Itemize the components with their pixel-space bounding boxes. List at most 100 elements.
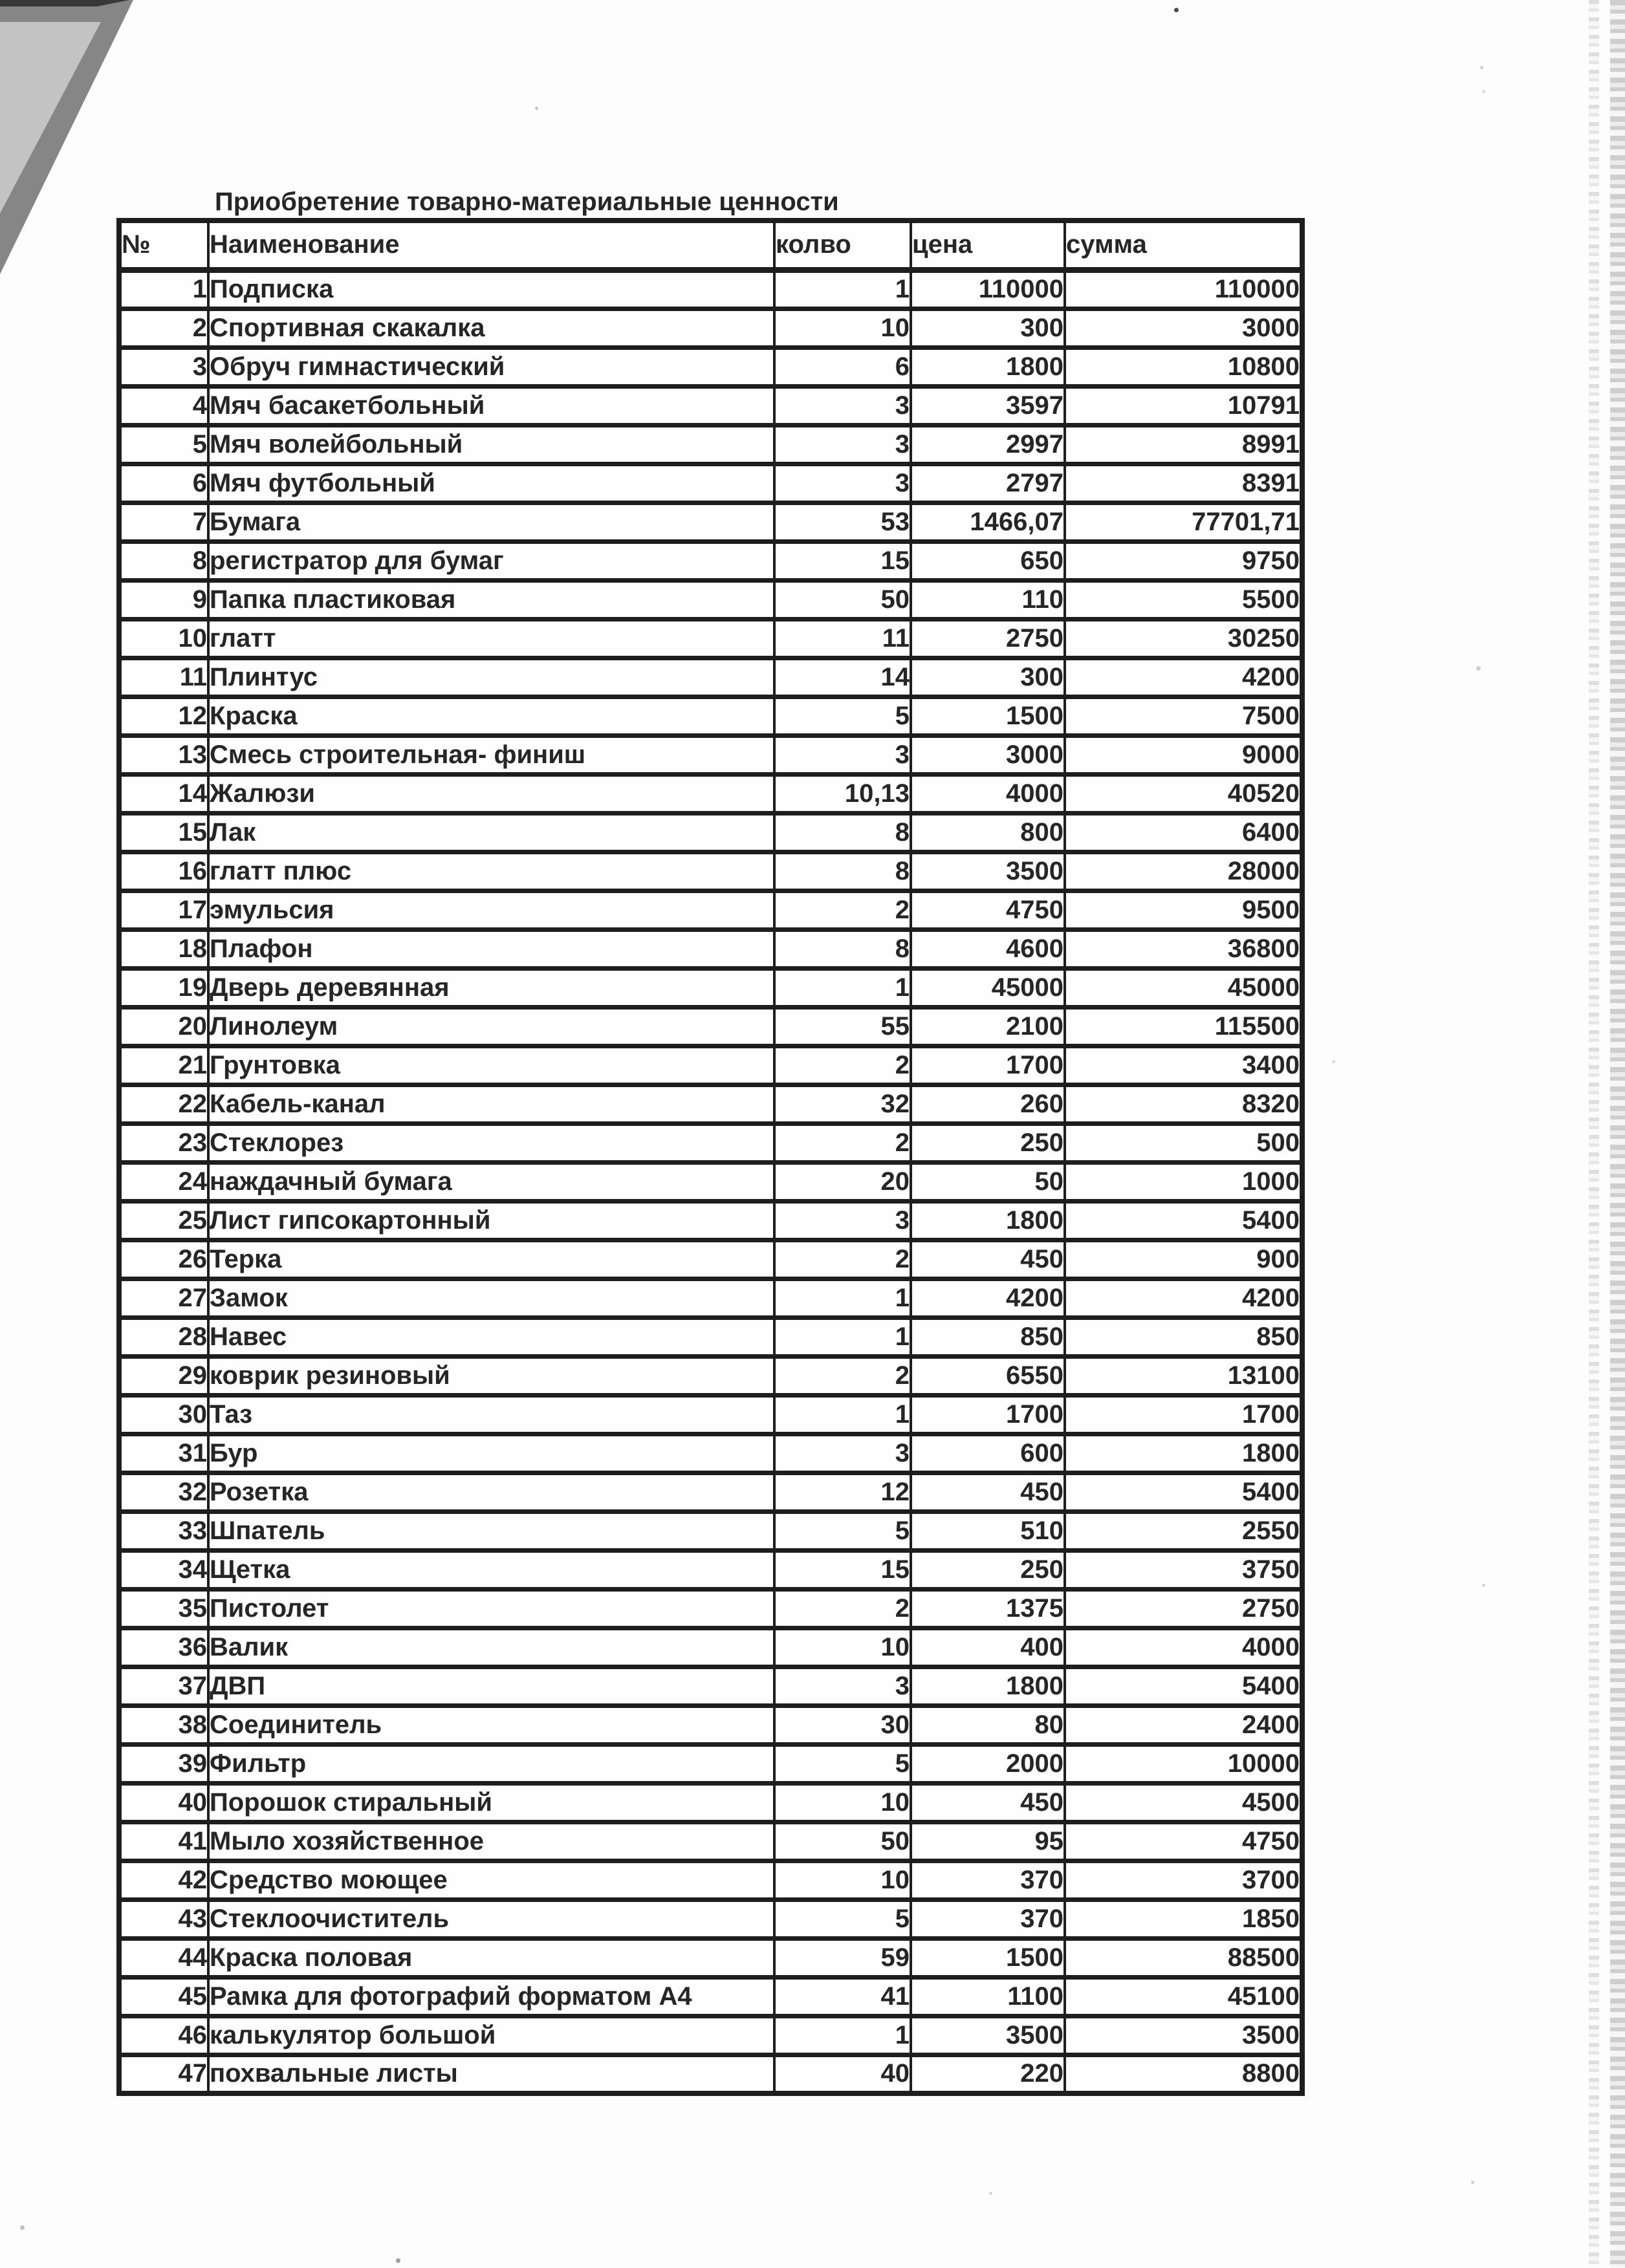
cell-name: Бур xyxy=(207,1431,776,1475)
cell-qty: 10,13 xyxy=(773,772,912,815)
cell-name: Фильтр xyxy=(207,1742,776,1786)
cell-name: Дверь деревянная xyxy=(207,966,776,1010)
cell-num: 42 xyxy=(118,1858,210,1902)
cell-num: 30 xyxy=(118,1392,210,1436)
table-row: 14 Жалюзи 10,13 4000 40520 xyxy=(118,772,1303,815)
cell-name: Стеклорез xyxy=(207,1121,776,1165)
column-header-number: № xyxy=(118,218,210,273)
cell-num: 12 xyxy=(118,694,210,738)
cell-price: 6550 xyxy=(910,1354,1066,1398)
cell-qty: 8 xyxy=(773,927,912,971)
cell-sum: 2750 xyxy=(1063,1586,1303,1630)
table-row: 10 глатт 11 2750 30250 xyxy=(118,616,1303,660)
cell-num: 17 xyxy=(118,888,210,932)
cell-qty: 10 xyxy=(773,1780,912,1824)
cell-price: 250 xyxy=(910,1121,1066,1165)
cell-qty: 20 xyxy=(773,1160,912,1204)
cell-price: 50 xyxy=(910,1160,1066,1204)
cell-num: 44 xyxy=(118,1936,210,1980)
cell-num: 35 xyxy=(118,1586,210,1630)
cell-qty: 2 xyxy=(773,1121,912,1165)
cell-num: 46 xyxy=(118,2013,210,2057)
cell-name: калькулятор большой xyxy=(207,2013,776,2057)
cell-sum: 9750 xyxy=(1063,539,1303,583)
cell-price: 1700 xyxy=(910,1392,1066,1436)
cell-price: 650 xyxy=(910,539,1066,583)
column-header-name: Наименование xyxy=(207,218,776,273)
table-row: 23 Стеклорез 2 250 500 xyxy=(118,1121,1303,1165)
cell-price: 1466,07 xyxy=(910,500,1066,544)
table-row: 18 Плафон 8 4600 36800 xyxy=(118,927,1303,971)
cell-name: Мяч басакетбольный xyxy=(207,383,776,427)
cell-price: 1700 xyxy=(910,1043,1066,1087)
table-row: 8 регистратор для бумаг 15 650 9750 xyxy=(118,539,1303,583)
table-row: 5 Мяч волейбольный 3 2997 8991 xyxy=(118,422,1303,466)
cell-price: 510 xyxy=(910,1509,1066,1553)
cell-sum: 77701,71 xyxy=(1063,500,1303,544)
cell-sum: 5400 xyxy=(1063,1470,1303,1514)
scanner-streak-left xyxy=(1589,0,1599,2268)
cell-qty: 8 xyxy=(773,810,912,854)
cell-price: 2000 xyxy=(910,1742,1066,1786)
cell-qty: 8 xyxy=(773,849,912,893)
cell-name: Смесь строительная- финиш xyxy=(207,733,776,777)
cell-name: похвальные листы xyxy=(207,2052,776,2096)
header-row: № Наименование колво цена сумма xyxy=(118,218,1303,273)
table-row: 4 Мяч басакетбольный 3 3597 10791 xyxy=(118,383,1303,427)
table-row: 46 калькулятор большой 1 3500 3500 xyxy=(118,2013,1303,2057)
cell-qty: 3 xyxy=(773,733,912,777)
cell-price: 110 xyxy=(910,578,1066,621)
cell-sum: 9000 xyxy=(1063,733,1303,777)
cell-sum: 110000 xyxy=(1063,267,1303,311)
cell-num: 40 xyxy=(118,1780,210,1824)
cell-sum: 1850 xyxy=(1063,1897,1303,1941)
cell-name: Краска xyxy=(207,694,776,738)
cell-price: 450 xyxy=(910,1237,1066,1281)
cell-num: 45 xyxy=(118,1974,210,2018)
table-row: 24 наждачный бумага 20 50 1000 xyxy=(118,1160,1303,1204)
cell-sum: 2550 xyxy=(1063,1509,1303,1553)
table-row: 40 Порошок стиральный 10 450 4500 xyxy=(118,1780,1303,1824)
cell-price: 300 xyxy=(910,306,1066,350)
cell-name: Розетка xyxy=(207,1470,776,1514)
cell-sum: 8320 xyxy=(1063,1082,1303,1126)
cell-price: 1375 xyxy=(910,1586,1066,1630)
cell-qty: 1 xyxy=(773,1392,912,1436)
cell-num: 27 xyxy=(118,1276,210,1320)
cell-num: 6 xyxy=(118,461,210,505)
cell-qty: 2 xyxy=(773,1586,912,1630)
cell-num: 3 xyxy=(118,345,210,389)
table-row: 11 Плинтус 14 300 4200 xyxy=(118,655,1303,699)
cell-name: Лак xyxy=(207,810,776,854)
cell-name: Плафон xyxy=(207,927,776,971)
table-row: 16 глатт плюс 8 3500 28000 xyxy=(118,849,1303,893)
cell-name: Краска половая xyxy=(207,1936,776,1980)
cell-name: Мяч футбольный xyxy=(207,461,776,505)
table-row: 38 Соединитель 30 80 2400 xyxy=(118,1703,1303,1747)
cell-price: 600 xyxy=(910,1431,1066,1475)
scan-noise-dots xyxy=(0,0,2,2)
page-title: Приобретение товарно-материальные ценнос… xyxy=(215,188,839,216)
cell-qty: 41 xyxy=(773,1974,912,2018)
cell-price: 3000 xyxy=(910,733,1066,777)
cell-price: 1500 xyxy=(910,694,1066,738)
cell-qty: 30 xyxy=(773,1703,912,1747)
cell-num: 47 xyxy=(118,2052,210,2096)
cell-qty: 6 xyxy=(773,345,912,389)
cell-name: глатт плюс xyxy=(207,849,776,893)
cell-qty: 3 xyxy=(773,1431,912,1475)
cell-qty: 3 xyxy=(773,383,912,427)
table-row: 37 ДВП 3 1800 5400 xyxy=(118,1664,1303,1708)
cell-sum: 1000 xyxy=(1063,1160,1303,1204)
table-row: 26 Терка 2 450 900 xyxy=(118,1237,1303,1281)
cell-price: 3500 xyxy=(910,849,1066,893)
cell-price: 45000 xyxy=(910,966,1066,1010)
cell-num: 31 xyxy=(118,1431,210,1475)
cell-num: 29 xyxy=(118,1354,210,1398)
cell-sum: 40520 xyxy=(1063,772,1303,815)
cell-name: Средство моющее xyxy=(207,1858,776,1902)
cell-sum: 6400 xyxy=(1063,810,1303,854)
cell-qty: 3 xyxy=(773,461,912,505)
cell-name: Спортивная скакалка xyxy=(207,306,776,350)
